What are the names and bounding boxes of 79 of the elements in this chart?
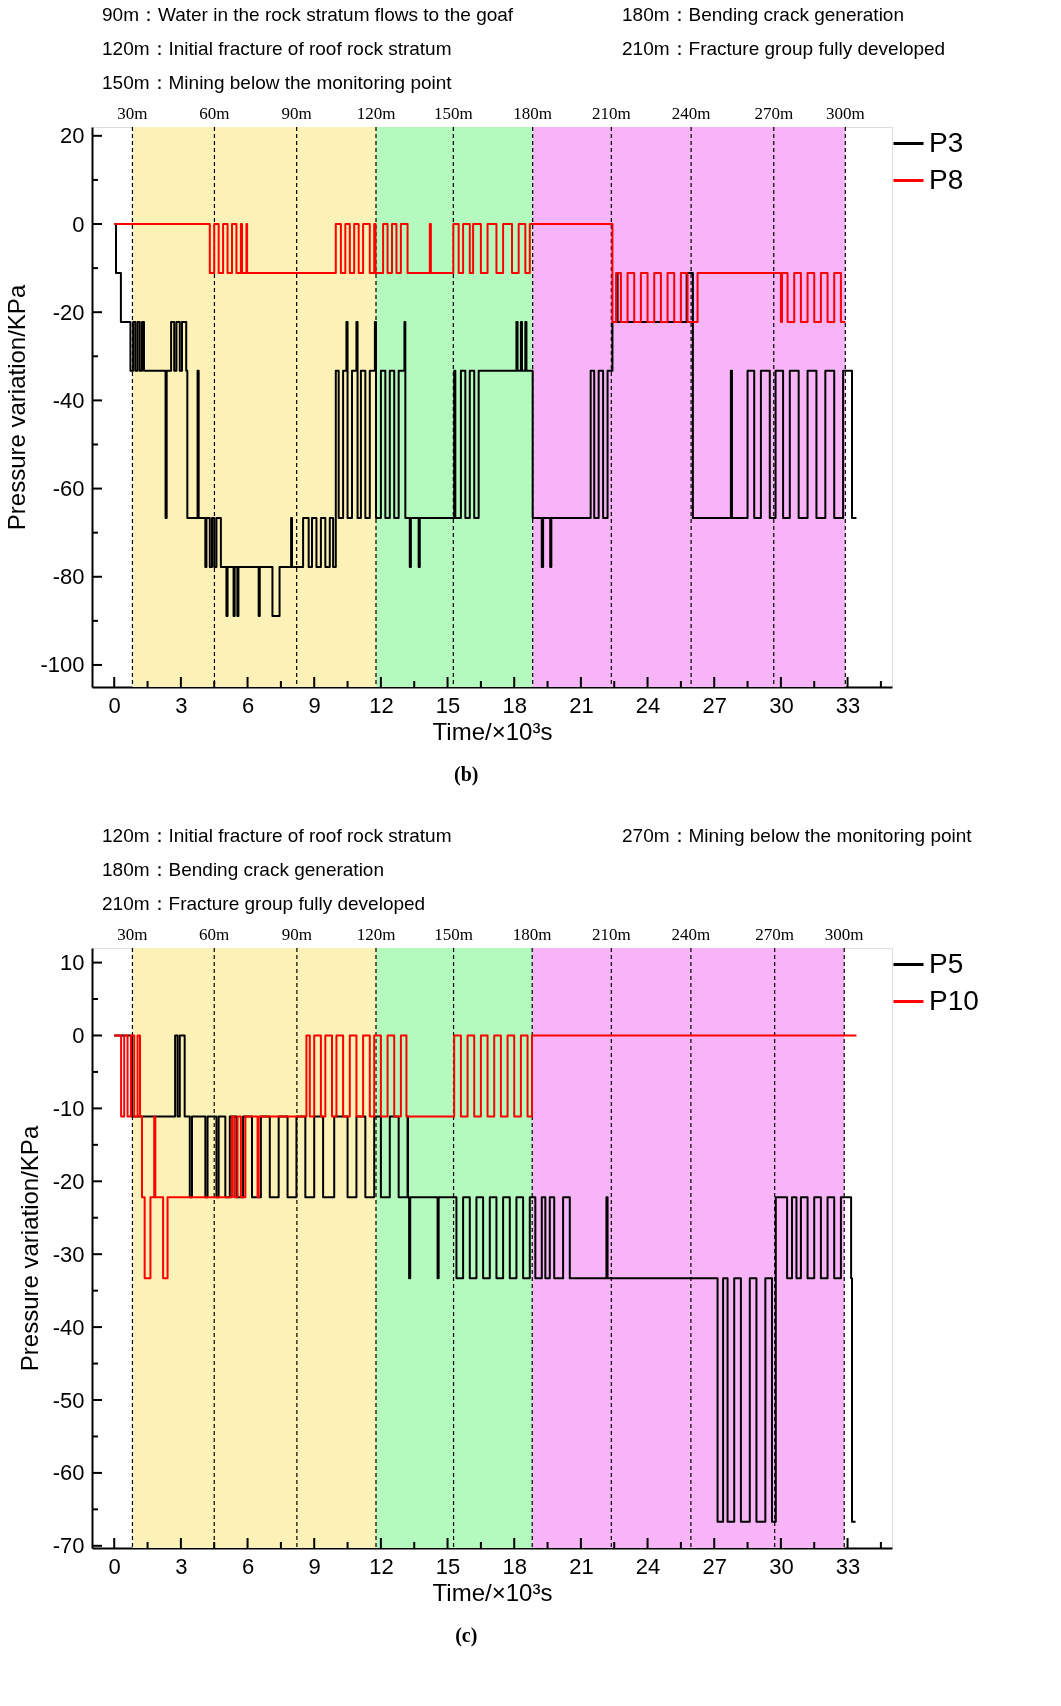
ref-line-label: 60m xyxy=(199,104,230,123)
x-tick-label: 30 xyxy=(769,692,794,718)
y-tick-label: -20 xyxy=(52,299,85,325)
legend-label: P3 xyxy=(929,126,964,158)
ref-line-label: 210m xyxy=(591,104,631,123)
x-axis-title: Time/×10³s xyxy=(432,717,553,745)
ref-line-label: 30m xyxy=(117,925,148,944)
x-tick-label: 33 xyxy=(835,692,861,718)
text: 90m：Water in the rock stratum flows to the goaf xyxy=(102,4,514,25)
x-tick-label: 15 xyxy=(435,1553,461,1579)
x-tick-label: 18 xyxy=(502,692,527,718)
text: 210m：Fracture group fully developed xyxy=(622,38,946,59)
text: 210m：Fracture group fully developed xyxy=(102,893,426,914)
y-tick-label: 0 xyxy=(72,211,85,237)
x-tick-label: 12 xyxy=(369,692,394,718)
x-tick-label: 3 xyxy=(175,692,188,718)
x-tick-label: 24 xyxy=(635,692,661,718)
text: (c) xyxy=(455,1624,478,1647)
text: 270m：Mining below the monitoring point xyxy=(622,825,973,846)
text: 120m：Initial fracture of roof rock stratum xyxy=(102,825,452,846)
ref-line-label: 90m xyxy=(281,104,312,123)
text: (b) xyxy=(454,763,479,786)
y-tick-label: 10 xyxy=(60,950,85,976)
x-tick-label: 33 xyxy=(835,1553,861,1579)
x-tick-label: 12 xyxy=(369,1553,394,1579)
ref-line-label: 300m xyxy=(825,104,865,123)
x-axis-title: Time/×10³s xyxy=(432,1578,553,1606)
y-axis-title: Pressure variation/KPa xyxy=(3,284,31,531)
y-tick-label: -40 xyxy=(52,387,85,413)
ref-line-label: 210m xyxy=(591,925,631,944)
y-tick-label: -70 xyxy=(52,1533,85,1559)
text: 150m：Mining below the monitoring point xyxy=(102,72,453,93)
ref-line-label: 240m xyxy=(671,925,711,944)
ref-line-label: 120m xyxy=(356,925,396,944)
legend-label: P10 xyxy=(929,984,979,1016)
x-tick-label: 9 xyxy=(308,1553,321,1579)
x-tick-label: 3 xyxy=(175,1553,188,1579)
x-tick-label: 9 xyxy=(308,692,321,718)
y-tick-label: -60 xyxy=(52,476,85,502)
ref-line-label: 150m xyxy=(433,104,473,123)
x-tick-label: 15 xyxy=(435,692,461,718)
ref-line-label: 30m xyxy=(117,104,148,123)
text: 120m：Initial fracture of roof rock stratum xyxy=(102,38,452,59)
x-tick-label: 27 xyxy=(702,1553,727,1579)
text: 180m：Bending crack generation xyxy=(102,859,385,880)
legend-label: P5 xyxy=(929,947,964,979)
legend-label: P8 xyxy=(929,163,964,195)
ref-line-label: 120m xyxy=(356,104,396,123)
y-axis-title: Pressure variation/KPa xyxy=(15,1125,43,1372)
y-tick-label: -50 xyxy=(52,1387,85,1413)
y-tick-label: -80 xyxy=(52,564,85,590)
ref-line-label: 180m xyxy=(512,925,552,944)
ref-line-label: 150m xyxy=(434,925,473,944)
ref-line-label: 90m xyxy=(281,925,313,944)
y-tick-label: -100 xyxy=(40,652,85,678)
x-tick-label: 30 xyxy=(769,1553,794,1579)
x-tick-label: 24 xyxy=(635,1553,661,1579)
y-tick-label: -20 xyxy=(52,1168,85,1194)
ref-line-label: 270m xyxy=(755,925,795,944)
y-tick-label: -40 xyxy=(52,1314,85,1340)
x-tick-label: 0 xyxy=(108,1553,121,1579)
x-tick-label: 6 xyxy=(241,692,255,718)
x-tick-label: 21 xyxy=(569,1553,594,1579)
x-tick-label: 0 xyxy=(108,692,121,718)
x-tick-label: 18 xyxy=(502,1553,527,1579)
text: 180m：Bending crack generation xyxy=(622,4,905,25)
ref-line-label: 270m xyxy=(754,104,794,123)
y-tick-label: -30 xyxy=(52,1241,85,1267)
ref-line-label: 240m xyxy=(671,104,711,123)
x-tick-label: 21 xyxy=(569,692,594,718)
y-tick-label: 0 xyxy=(72,1022,85,1048)
ref-line-label: 180m xyxy=(513,104,553,123)
x-tick-label: 6 xyxy=(241,1553,255,1579)
y-tick-label: -60 xyxy=(52,1460,85,1486)
ref-line-label: 60m xyxy=(199,925,230,944)
y-tick-label: -10 xyxy=(52,1095,85,1121)
y-tick-label: 20 xyxy=(60,123,85,149)
ref-line-label: 300m xyxy=(824,925,864,944)
x-tick-label: 27 xyxy=(702,692,727,718)
